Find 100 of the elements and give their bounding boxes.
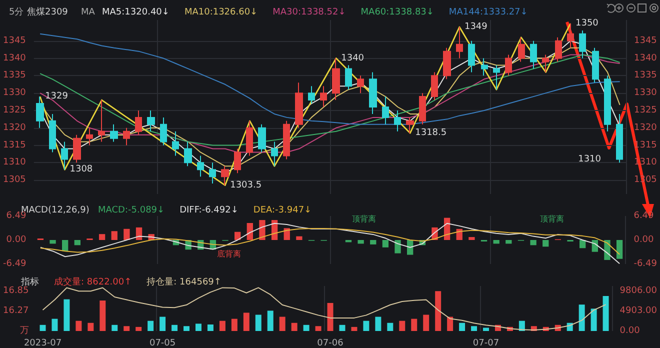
bar: [315, 326, 322, 331]
bar: [616, 240, 623, 259]
y-tick-label: 1330: [3, 88, 26, 98]
y2-tick-label: 1345: [634, 36, 657, 46]
candlestick: [234, 148, 241, 174]
bar: [98, 234, 106, 240]
bar: [40, 324, 46, 331]
candlestick: [258, 124, 266, 153]
data-label: 1329: [45, 92, 68, 102]
y2-tick-label: -6.49: [634, 259, 658, 269]
chart-title: 焦煤2309: [27, 6, 68, 18]
bar: [435, 291, 442, 331]
y-tick-label: 16.27: [3, 306, 29, 316]
candlestick: [530, 40, 537, 70]
bar: [284, 228, 290, 240]
chart-title: 指标: [20, 276, 39, 288]
bar: [530, 240, 536, 246]
text: MA5:1320.40↓: [102, 8, 170, 18]
bar: [291, 322, 298, 331]
y2-tick-label: 0.00: [620, 326, 640, 336]
bar: [52, 318, 58, 331]
candlestick: [123, 127, 130, 146]
candlestick: [468, 40, 475, 73]
bar: [351, 326, 358, 331]
x-tick-label: 2023-07: [24, 338, 62, 348]
bar: [76, 320, 82, 331]
y-tick-label: 1305: [3, 175, 26, 186]
bar: [74, 240, 80, 246]
bar: [602, 296, 609, 331]
candlestick: [542, 54, 549, 73]
candlestick: [246, 120, 253, 156]
y2-tick-label: 1325: [634, 105, 657, 116]
bar: [370, 240, 376, 244]
bar: [375, 316, 382, 331]
y2-tick-label: 6.49: [634, 211, 654, 221]
candlestick: [443, 47, 451, 80]
bar: [447, 316, 454, 331]
candlestick: [616, 113, 623, 164]
bar: [580, 240, 586, 248]
series-label: DEA:-3.947↓: [253, 206, 312, 216]
data-label: 1303.5: [230, 180, 262, 190]
candlestick: [369, 72, 377, 114]
series-label: 成交量: 8622.00↑: [54, 276, 132, 288]
candlestick: [271, 141, 278, 167]
y-tick-label: 万: [20, 326, 29, 336]
candlestick: [345, 64, 352, 90]
bar: [50, 240, 56, 244]
line-series: [40, 222, 620, 264]
annotation: 顶背离: [540, 214, 564, 224]
candlestick: [61, 141, 68, 170]
candlestick: [382, 96, 389, 125]
bar: [382, 240, 389, 248]
x-tick-label: 07-06: [317, 338, 344, 348]
candlestick: [431, 72, 438, 101]
bar: [578, 304, 585, 331]
bar: [363, 320, 370, 331]
annotation: 1310: [578, 154, 602, 164]
data-label: 1318.5: [415, 128, 447, 138]
bar: [219, 320, 226, 331]
data-label: 1350: [575, 18, 599, 28]
bar: [231, 318, 238, 331]
bar: [267, 310, 274, 331]
candlestick: [209, 162, 216, 184]
candlestick: [49, 113, 56, 153]
bar: [160, 316, 166, 331]
series-label: MACD:-5.089↓: [98, 206, 165, 216]
bar: [387, 322, 394, 331]
candlestick: [172, 130, 179, 156]
y-tick-label: 1320: [3, 122, 26, 133]
y2-tick-label: 1340: [634, 53, 658, 64]
bar: [279, 316, 286, 331]
y-tick-label: 1310: [3, 158, 26, 168]
bar: [423, 314, 430, 331]
candlestick: [332, 58, 340, 101]
bar: [148, 320, 154, 331]
y2-tick-label: 4903.00: [620, 306, 658, 316]
bar: [124, 326, 130, 331]
data-label: 1349: [464, 22, 488, 32]
candlestick: [36, 96, 44, 128]
y-tick-label: 16.85: [3, 286, 29, 296]
bar: [124, 228, 130, 240]
data-label: 1340: [341, 53, 364, 64]
bar: [62, 240, 68, 252]
bar: [407, 240, 414, 255]
line-series: [42, 287, 606, 330]
y-tick-label: -6.49: [2, 259, 27, 269]
bar: [207, 324, 214, 331]
bar: [339, 324, 346, 331]
y-tick-label: 1335: [3, 70, 26, 81]
candlestick: [135, 110, 142, 136]
bar: [136, 326, 142, 331]
bar: [112, 324, 118, 331]
candlestick: [73, 134, 81, 164]
bar: [327, 302, 334, 331]
candlestick: [308, 86, 315, 104]
candlestick: [592, 47, 599, 84]
candlestick: [394, 110, 401, 132]
candlestick: [481, 58, 488, 76]
bar: [246, 222, 253, 240]
candlestick: [160, 116, 167, 146]
